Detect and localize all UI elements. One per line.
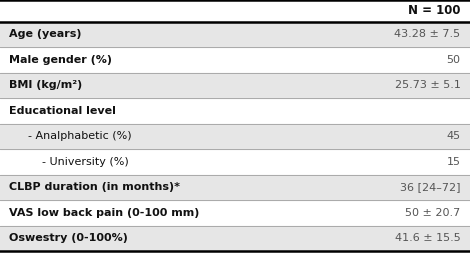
Text: N = 100: N = 100 xyxy=(408,4,461,17)
Text: 41.6 ± 15.5: 41.6 ± 15.5 xyxy=(395,233,461,243)
Text: VAS low back pain (0-100 mm): VAS low back pain (0-100 mm) xyxy=(9,208,200,218)
Text: Oswestry (0-100%): Oswestry (0-100%) xyxy=(9,233,128,243)
Text: 15: 15 xyxy=(446,157,461,167)
Text: - Analphabetic (%): - Analphabetic (%) xyxy=(28,131,132,141)
Text: Educational level: Educational level xyxy=(9,106,116,116)
Bar xyxy=(0,22,470,47)
Bar xyxy=(0,226,470,251)
Bar xyxy=(0,124,470,149)
Text: 50: 50 xyxy=(446,55,461,65)
Text: Male gender (%): Male gender (%) xyxy=(9,55,112,65)
Text: Age (years): Age (years) xyxy=(9,29,82,40)
Text: 45: 45 xyxy=(446,131,461,141)
Text: 36 [24–72]: 36 [24–72] xyxy=(400,182,461,192)
Text: 43.28 ± 7.5: 43.28 ± 7.5 xyxy=(394,29,461,40)
Bar xyxy=(0,175,470,200)
Text: 25.73 ± 5.1: 25.73 ± 5.1 xyxy=(395,80,461,90)
Text: 50 ± 20.7: 50 ± 20.7 xyxy=(405,208,461,218)
Text: - University (%): - University (%) xyxy=(42,157,129,167)
Text: BMI (kg/m²): BMI (kg/m²) xyxy=(9,80,83,90)
Text: CLBP duration (in months)*: CLBP duration (in months)* xyxy=(9,182,180,192)
Bar xyxy=(0,73,470,98)
